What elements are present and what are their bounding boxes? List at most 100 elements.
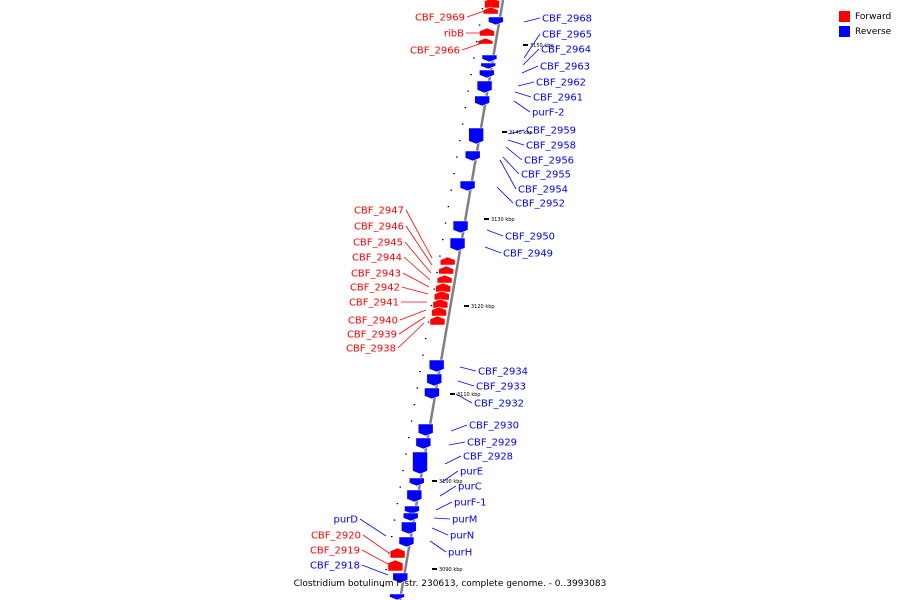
- reverse-gene[interactable]: [398, 536, 415, 548]
- leader-line: [455, 393, 473, 404]
- reverse-gene[interactable]: [392, 572, 409, 584]
- reverse-gene[interactable]: [468, 127, 484, 145]
- gene-label[interactable]: CBF_2946: [354, 222, 404, 233]
- gene-label[interactable]: CBF_2963: [540, 62, 590, 73]
- gene-label[interactable]: purF-1: [454, 498, 487, 509]
- forward-gene[interactable]: [431, 306, 447, 317]
- minor-tick: [430, 305, 433, 307]
- gene-label[interactable]: CBF_2929: [467, 438, 517, 449]
- reverse-gene[interactable]: [474, 95, 490, 107]
- tick-label: 3140 kbp: [509, 130, 533, 136]
- reverse-gene[interactable]: [452, 220, 469, 234]
- gene-label[interactable]: CBF_2950: [505, 232, 555, 243]
- minor-tick: [450, 189, 452, 191]
- reverse-gene[interactable]: [449, 237, 466, 252]
- gene-label[interactable]: CBF_2934: [478, 367, 528, 378]
- gene-label[interactable]: CBF_2945: [353, 238, 403, 249]
- gene-label[interactable]: ribB: [444, 29, 464, 40]
- gene-label[interactable]: CBF_2964: [541, 45, 591, 56]
- gene-label[interactable]: purC: [458, 482, 482, 493]
- gene-label[interactable]: CBF_2947: [354, 206, 404, 217]
- gene-label[interactable]: CBF_2930: [469, 421, 519, 432]
- reverse-gene[interactable]: [408, 477, 425, 487]
- minor-tick: [478, 24, 481, 26]
- gene-label[interactable]: CBF_2942: [350, 283, 400, 294]
- forward-gene[interactable]: [435, 282, 451, 293]
- reverse-gene[interactable]: [478, 69, 495, 79]
- gene-label[interactable]: CBF_2941: [349, 298, 399, 309]
- reverse-gene[interactable]: [426, 373, 443, 387]
- forward-gene[interactable]: [389, 547, 406, 559]
- forward-gene[interactable]: [479, 27, 495, 37]
- gene-label[interactable]: CBF_2952: [515, 199, 565, 210]
- gene-label[interactable]: CBF_2932: [474, 399, 524, 410]
- gene-label[interactable]: CBF_2943: [351, 269, 401, 280]
- forward-gene[interactable]: [429, 315, 446, 326]
- gene-label[interactable]: CBF_2969: [415, 13, 465, 24]
- gene-label[interactable]: purF-2: [532, 108, 565, 119]
- gene-label[interactable]: CBF_2919: [310, 546, 360, 557]
- gene-label[interactable]: CBF_2940: [348, 316, 398, 327]
- gene-label[interactable]: CBF_2962: [536, 78, 586, 89]
- forward-gene[interactable]: [477, 37, 494, 45]
- gene-label[interactable]: CBF_2918: [310, 561, 360, 572]
- leader-line: [429, 540, 447, 553]
- reverse-gene[interactable]: [476, 80, 493, 94]
- gene-label[interactable]: CBF_2928: [463, 452, 513, 463]
- reverse-gene[interactable]: [480, 62, 496, 70]
- minor-tick: [413, 404, 416, 406]
- gene-label[interactable]: CBF_2954: [518, 185, 568, 196]
- reverse-gene[interactable]: [481, 54, 498, 63]
- reverse-gene[interactable]: [402, 512, 419, 522]
- gene-label[interactable]: purH: [448, 548, 472, 559]
- reverse-gene[interactable]: [464, 150, 481, 162]
- forward-gene[interactable]: [436, 274, 453, 284]
- gene-label[interactable]: CBF_2939: [347, 330, 397, 341]
- gene-label[interactable]: CBF_2965: [542, 30, 592, 41]
- reverse-gene[interactable]: [404, 505, 420, 515]
- forward-gene[interactable]: [484, 0, 500, 9]
- reverse-gene[interactable]: [488, 16, 504, 26]
- gene-label[interactable]: CBF_2955: [521, 170, 571, 181]
- forward-gene[interactable]: [433, 290, 450, 301]
- gene-label[interactable]: CBF_2958: [526, 141, 576, 152]
- gene-label[interactable]: CBF_2968: [542, 14, 592, 25]
- reverse-gene[interactable]: [406, 489, 423, 503]
- gene-label[interactable]: purD: [334, 515, 359, 526]
- gene-label[interactable]: CBF_2961: [533, 93, 583, 104]
- gene-label[interactable]: CBF_2959: [526, 126, 576, 137]
- gene-label[interactable]: CBF_2920: [311, 531, 361, 542]
- reverse-gene[interactable]: [415, 437, 432, 450]
- leader-line: [461, 40, 489, 51]
- reverse-gene[interactable]: [401, 521, 417, 535]
- gene-label[interactable]: CBF_2949: [503, 249, 553, 260]
- gene-label[interactable]: purN: [450, 531, 474, 542]
- leader-line: [403, 256, 431, 281]
- reverse-gene[interactable]: [459, 180, 476, 192]
- forward-gene[interactable]: [439, 256, 456, 266]
- gene-label[interactable]: CBF_2944: [352, 253, 402, 264]
- major-ticks: 3090 kbp 3100 kbp 3110 kbp 3120 kbp 3130 kbp…: [432, 43, 554, 573]
- reverse-gene[interactable]: [417, 423, 434, 437]
- reverse-gene[interactable]: [389, 593, 405, 600]
- gene-label[interactable]: CBF_2938: [346, 344, 396, 355]
- minor-tick: [444, 222, 447, 224]
- tick-label: 3110 kbp: [457, 392, 481, 398]
- gene-label[interactable]: purM: [452, 515, 477, 526]
- leader-line: [361, 564, 389, 576]
- gene-label[interactable]: CBF_2966: [410, 46, 460, 57]
- forward-gene[interactable]: [432, 298, 449, 309]
- forward-gene[interactable]: [387, 559, 404, 572]
- reverse-gene[interactable]: [424, 387, 440, 400]
- forward-gene[interactable]: [438, 265, 454, 275]
- leader-line: [521, 65, 539, 74]
- minor-tick: [461, 123, 464, 125]
- gene-label[interactable]: CBF_2956: [524, 156, 574, 167]
- gene-label[interactable]: purE: [460, 467, 483, 478]
- forward-gene[interactable]: [482, 6, 499, 15]
- gene-label[interactable]: CBF_2933: [476, 382, 526, 393]
- leader-line: [441, 470, 459, 483]
- reverse-gene[interactable]: [412, 451, 428, 475]
- leader-line: [431, 527, 449, 536]
- reverse-gene[interactable]: [428, 359, 445, 373]
